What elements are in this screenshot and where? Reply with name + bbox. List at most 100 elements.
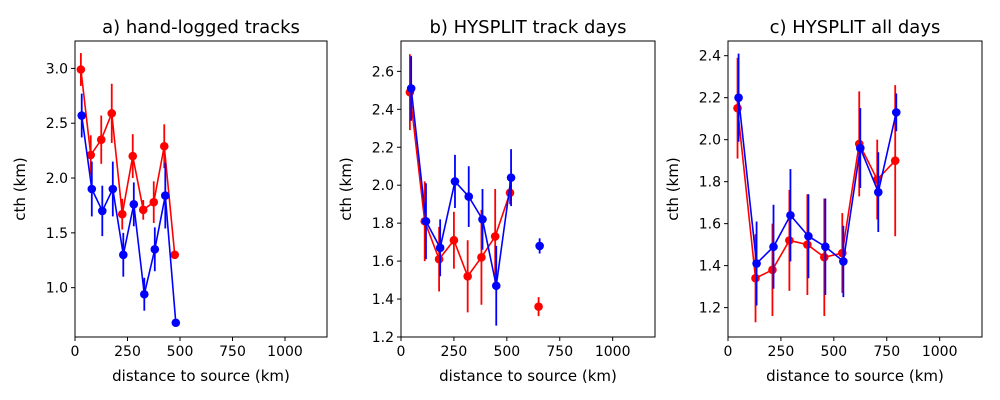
data-point-blue xyxy=(506,173,516,182)
y-tick-label: 1.0 xyxy=(46,281,68,297)
axes-frame xyxy=(727,40,983,338)
data-point-blue xyxy=(435,243,445,253)
data-point-blue xyxy=(171,318,181,328)
data-point-blue xyxy=(786,210,795,220)
data-point-red xyxy=(449,235,459,245)
y-tick-label: 1.5 xyxy=(46,226,68,242)
x-axis-label: distance to source (km) xyxy=(766,367,944,385)
chart-title: a) hand-logged tracks xyxy=(102,17,300,38)
data-point-blue xyxy=(734,93,743,102)
y-axis-label: cth (km) xyxy=(664,157,682,220)
data-point-red xyxy=(872,175,882,184)
series-line-blue xyxy=(410,88,512,286)
y-axis-label: cth (km) xyxy=(11,157,29,220)
x-tick-label: 750 xyxy=(546,344,573,360)
data-point-red xyxy=(170,250,180,260)
x-axis-label: distance to source (km) xyxy=(112,367,290,385)
y-tick-label: 1.8 xyxy=(372,216,394,232)
data-point-red xyxy=(86,150,96,160)
y-tick-label: 2.2 xyxy=(372,140,394,156)
data-point-red xyxy=(149,197,159,207)
data-point-blue xyxy=(804,231,813,241)
plot-area xyxy=(76,53,181,328)
data-point-blue xyxy=(821,242,830,252)
y-tick-label: 1.2 xyxy=(372,330,394,346)
chart-panel-0: a) hand-logged tracks 0 250 500 750 1000 1.0 1.… xyxy=(11,17,328,385)
x-tick-label: 0 xyxy=(724,344,733,360)
y-tick-label: 3.0 xyxy=(46,61,68,77)
data-point-blue xyxy=(77,111,87,120)
data-point-red-isolated xyxy=(534,302,543,311)
data-point-red xyxy=(96,135,106,144)
data-point-blue xyxy=(108,184,118,194)
data-point-blue xyxy=(140,289,149,299)
y-tick-label: 2.2 xyxy=(699,91,721,107)
y-tick-label: 2.5 xyxy=(46,116,68,132)
y-tick-label: 1.2 xyxy=(699,301,721,317)
x-tick-label: 250 xyxy=(441,344,468,360)
y-tick-label: 2.6 xyxy=(372,64,394,80)
axes-frame xyxy=(400,40,656,338)
x-tick-label: 0 xyxy=(397,344,406,360)
x-tick-label: 1000 xyxy=(595,344,631,360)
data-point-blue xyxy=(150,244,160,254)
data-point-red xyxy=(434,254,444,264)
x-axis-label: distance to source (km) xyxy=(439,367,617,385)
data-point-blue xyxy=(478,215,487,224)
x-tick-label: 1000 xyxy=(922,344,958,360)
x-tick-label: 250 xyxy=(768,344,795,360)
data-point-blue xyxy=(406,84,416,93)
data-point-blue xyxy=(98,206,107,216)
y-tick-label: 1.4 xyxy=(699,259,721,275)
data-point-red xyxy=(117,209,127,219)
y-tick-label: 1.8 xyxy=(699,175,721,191)
y-tick-label: 2.4 xyxy=(699,49,721,65)
chart-panel-2: c) HYSPLIT all days 0 250 500 750 1000 1.2 1.4 1… xyxy=(664,17,983,385)
x-tick-label: 500 xyxy=(493,344,520,360)
y-tick-label: 2.0 xyxy=(372,178,394,194)
chart-title: c) HYSPLIT all days xyxy=(770,17,941,38)
data-point-red xyxy=(803,240,812,249)
y-tick-label: 1.4 xyxy=(372,292,394,308)
y-tick-label: 2.0 xyxy=(46,171,68,187)
data-point-red xyxy=(159,141,169,151)
data-point-blue xyxy=(491,281,501,291)
data-point-blue xyxy=(769,242,778,252)
data-point-blue xyxy=(752,259,761,268)
x-tick-label: 1000 xyxy=(267,344,303,360)
series-line-red xyxy=(736,108,896,280)
x-tick-label: 500 xyxy=(820,344,847,360)
axes-frame xyxy=(74,40,328,338)
data-point-blue-isolated xyxy=(535,241,544,251)
data-point-red xyxy=(138,205,148,215)
x-tick-label: 500 xyxy=(167,344,194,360)
data-point-red xyxy=(477,253,486,262)
data-point-blue xyxy=(129,200,139,209)
data-point-blue xyxy=(855,143,865,153)
y-tick-label: 1.6 xyxy=(372,254,394,270)
data-point-blue xyxy=(873,187,883,197)
data-point-red xyxy=(463,271,472,281)
data-point-red xyxy=(820,252,829,262)
series-line-red xyxy=(80,69,176,255)
data-point-blue xyxy=(891,108,901,117)
data-point-red xyxy=(751,273,760,283)
series-line-blue xyxy=(80,115,177,323)
chart-panel-1: b) HYSPLIT track days 0 250 500 750 1000 1.2 1.… xyxy=(337,17,656,385)
data-point-blue xyxy=(421,216,431,226)
y-tick-label: 1.6 xyxy=(699,217,721,233)
data-point-blue xyxy=(87,184,97,194)
data-point-red xyxy=(768,265,777,275)
x-tick-label: 750 xyxy=(219,344,246,360)
data-point-red xyxy=(505,188,515,198)
x-tick-label: 750 xyxy=(873,344,900,360)
data-point-red xyxy=(785,236,794,245)
plot-area xyxy=(733,53,901,323)
x-tick-label: 0 xyxy=(71,344,80,360)
data-point-red xyxy=(890,156,900,165)
data-point-red xyxy=(490,232,500,241)
data-point-blue xyxy=(161,191,170,200)
y-axis-label: cth (km) xyxy=(337,157,355,220)
data-point-blue xyxy=(450,177,460,186)
